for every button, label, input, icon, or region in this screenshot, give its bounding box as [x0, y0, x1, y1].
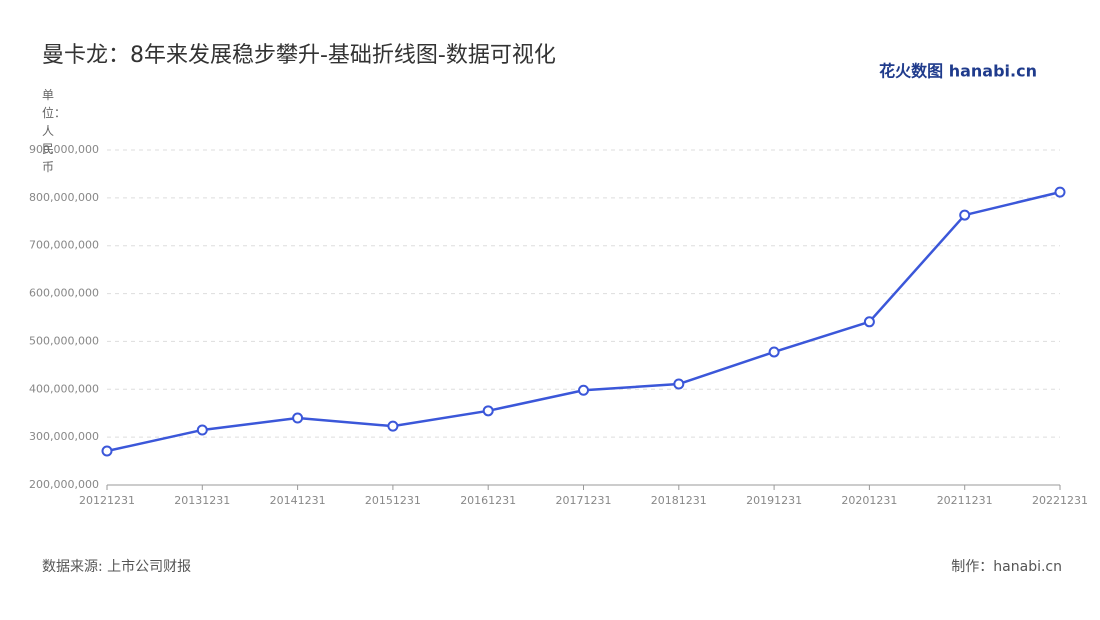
y-tick-label: 900,000,000	[29, 143, 99, 156]
x-tick-label: 20221231	[1032, 494, 1088, 507]
chart-title: 曼卡龙：8年来发展稳步攀升-基础折线图-数据可视化	[42, 43, 556, 68]
line	[106, 190, 1061, 453]
y-tick-label: 400,000,000	[29, 382, 99, 395]
credit: 制作：hanabi.cn	[951, 559, 1062, 575]
x-tick-label: 20171231	[556, 494, 612, 507]
point	[292, 412, 304, 424]
x-tick-label: 20131231	[174, 494, 230, 507]
point	[768, 346, 780, 358]
y-tick-label: 800,000,000	[29, 191, 99, 204]
x-tick-label: 20211231	[937, 494, 993, 507]
point	[673, 378, 685, 390]
x-tick-label: 20121231	[79, 494, 135, 507]
point	[387, 420, 399, 432]
y-tick-label: 200,000,000	[29, 478, 99, 491]
point	[959, 209, 971, 221]
y-axis-label: 单位：人民币	[42, 88, 67, 174]
y-tick-label: 700,000,000	[29, 239, 99, 252]
x-tick-label: 20201231	[841, 494, 897, 507]
point	[863, 316, 875, 328]
point	[578, 384, 589, 396]
point	[101, 445, 113, 457]
point	[196, 424, 208, 436]
source: 数据来源: 上市公司财报	[42, 558, 191, 575]
point	[1054, 186, 1066, 198]
x-tick-label: 20141231	[270, 494, 326, 507]
y-tick-label: 600,000,000	[29, 287, 99, 300]
x-tick-label: 20161231	[460, 494, 516, 507]
x-tick-label: 20191231	[746, 494, 802, 507]
x-tick-label: 20181231	[651, 494, 707, 507]
y-tick-label: 300,000,000	[29, 430, 99, 443]
point	[482, 405, 494, 417]
logo: 花火数图 hanabi.cn	[879, 62, 1037, 81]
y-tick-label: 500,000,000	[29, 334, 99, 347]
x-tick-label: 20151231	[365, 494, 421, 507]
